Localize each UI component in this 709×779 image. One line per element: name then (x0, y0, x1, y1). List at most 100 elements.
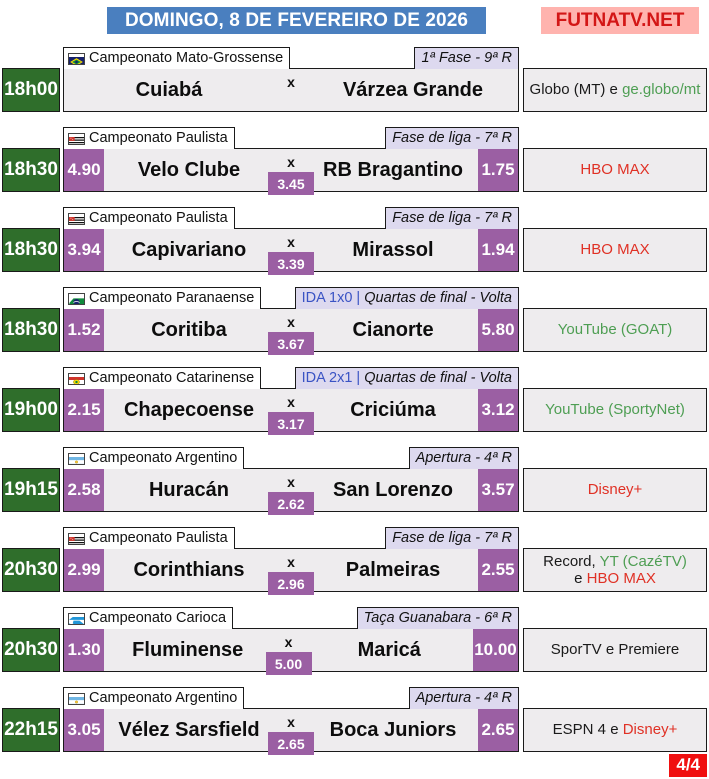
odds-home[interactable]: 4.90 (64, 149, 104, 191)
match-panel[interactable]: 2.15 Chapecoense x Criciúma 3.17 3.12 (63, 388, 519, 435)
odds-draw[interactable]: 2.62 (268, 492, 314, 515)
broadcast-part: Disney+ (622, 721, 678, 739)
broadcast-part: HBO MAX (580, 161, 650, 179)
odds-home[interactable]: 2.99 (64, 549, 104, 591)
competition-tab[interactable]: Campeonato Carioca (63, 607, 234, 629)
odds-draw[interactable]: 3.67 (268, 332, 314, 355)
match-panel[interactable]: 2.58 Huracán x San Lorenzo 2.62 3.57 (63, 468, 519, 515)
odds-home[interactable]: 3.05 (64, 709, 104, 751)
broadcast-text: Disney+ (588, 481, 643, 498)
competition-tab[interactable]: Campeonato Argentino (63, 687, 245, 709)
match-panel[interactable]: 4.90 Velo Clube x RB Bragantino 3.45 1.75 (63, 148, 519, 195)
broadcast-part: ge.globo/mt (622, 81, 701, 99)
kickoff-time-badge: 22h15 (2, 708, 60, 752)
match-row[interactable]: Campeonato Paulista Fase de liga - 7ª R 18… (0, 120, 709, 200)
broadcast-part: YouTube (SportyNet) (545, 401, 685, 419)
versus-mark: x (287, 154, 295, 170)
broadcast-channels[interactable]: YouTube (GOAT) (523, 308, 707, 352)
match-row[interactable]: Campeonato Paulista Fase de liga - 7ª R 20… (0, 520, 709, 600)
match-panel[interactable]: 1.30 Fluminense x Maricá 5.00 10.00 (63, 628, 519, 675)
match-panel[interactable]: 1.52 Coritiba x Cianorte 3.67 5.80 (63, 308, 519, 355)
odds-draw[interactable]: 3.45 (268, 172, 314, 195)
sao-paulo-flag (68, 532, 85, 545)
teams-container: Chapecoense x Criciúma 3.17 (104, 389, 478, 435)
home-team-name: Chapecoense (123, 398, 255, 421)
competition-name: Campeonato Paulista (89, 529, 228, 546)
versus-mark: x (287, 474, 295, 490)
competition-name: Campeonato Carioca (89, 609, 227, 626)
date-banner: DOMINGO, 8 DE FEVEREIRO DE 2026 (107, 7, 486, 34)
odds-draw[interactable]: 2.65 (268, 732, 314, 755)
stage-tab: IDA 2x1 | Quartas de final - Volta (294, 367, 519, 389)
odds-home[interactable]: 2.15 (64, 389, 104, 431)
stage-tab: IDA 1x0 | Quartas de final - Volta (294, 287, 519, 309)
match-list: Campeonato Mato-Grossense 1ª Fase - 9ª R 1… (0, 40, 709, 762)
kickoff-time-badge: 18h30 (2, 148, 60, 192)
match-panel[interactable]: 2.99 Corinthians x Palmeiras 2.96 2.55 (63, 548, 519, 595)
match-row[interactable]: Campeonato Argentino Apertura - 4ª R 22h15… (0, 680, 709, 762)
stage-label: Fase de liga - 7ª R (392, 129, 512, 146)
odds-draw[interactable]: 2.96 (268, 572, 314, 595)
competition-tab[interactable]: Campeonato Argentino (63, 447, 245, 469)
away-team-name: San Lorenzo (332, 478, 453, 501)
broadcast-channels[interactable]: SporTV e Premiere (523, 628, 707, 672)
kickoff-time-badge: 18h00 (2, 68, 60, 112)
odds-away[interactable]: 1.75 (478, 149, 518, 191)
stage-label: Apertura - 4ª R (415, 449, 512, 466)
odds-away[interactable]: 3.57 (478, 469, 518, 511)
competition-tab[interactable]: Campeonato Paulista (63, 207, 235, 229)
home-team-name: Capivariano (131, 238, 247, 261)
broadcast-channels[interactable]: ESPN 4 e Disney+ (523, 708, 707, 752)
odds-away[interactable]: 5.80 (478, 309, 518, 351)
competition-tab[interactable]: Campeonato Paranaense (63, 287, 262, 309)
match-panel[interactable]: 3.94 Capivariano x Mirassol 3.39 1.94 (63, 228, 519, 275)
away-team-name: Cianorte (352, 318, 434, 341)
mato-grosso-flag (68, 52, 85, 65)
teams-container: Capivariano x Mirassol 3.39 (104, 229, 478, 275)
match-row[interactable]: Campeonato Carioca Taça Guanabara - 6ª R 2… (0, 600, 709, 680)
match-panel[interactable]: Cuiabá x Várzea Grande (63, 68, 519, 112)
odds-home[interactable]: 2.58 (64, 469, 104, 511)
broadcast-channels[interactable]: HBO MAX (523, 228, 707, 272)
away-team-name: Palmeiras (345, 558, 441, 581)
broadcast-channels[interactable]: YouTube (SportyNet) (523, 388, 707, 432)
odds-away[interactable]: 10.00 (473, 629, 518, 671)
odds-away[interactable]: 2.65 (478, 709, 518, 751)
broadcast-channels[interactable]: Globo (MT) e ge.globo/mt (523, 68, 707, 112)
odds-draw[interactable]: 5.00 (265, 652, 312, 675)
odds-home[interactable]: 1.30 (64, 629, 104, 671)
home-team-name: Velo Clube (137, 158, 241, 181)
match-row[interactable]: Campeonato Catarinense IDA 2x1 | Quartas … (0, 360, 709, 440)
match-row[interactable]: Campeonato Paranaense IDA 1x0 | Quartas d… (0, 280, 709, 360)
stage-tab: Taça Guanabara - 6ª R (356, 607, 519, 629)
competition-tab[interactable]: Campeonato Mato-Grossense (63, 47, 291, 69)
odds-home[interactable]: 3.94 (64, 229, 104, 271)
competition-name: Campeonato Argentino (89, 689, 238, 706)
away-team-name: RB Bragantino (323, 158, 463, 181)
competition-tab[interactable]: Campeonato Paulista (63, 127, 235, 149)
match-panel[interactable]: 3.05 Vélez Sarsfield x Boca Juniors 2.65 2.65 (63, 708, 519, 755)
match-row[interactable]: Campeonato Argentino Apertura - 4ª R 19h15… (0, 440, 709, 520)
match-row[interactable]: Campeonato Mato-Grossense 1ª Fase - 9ª R 1… (0, 40, 709, 120)
stage-tab: Apertura - 4ª R (408, 687, 519, 709)
competition-tab[interactable]: Campeonato Paulista (63, 527, 235, 549)
broadcast-channels[interactable]: Record, YT (CazéTV) e HBO MAX (523, 548, 707, 592)
odds-draw[interactable]: 3.39 (268, 252, 314, 275)
odds-away[interactable]: 2.55 (478, 549, 518, 591)
broadcast-part: Record, (543, 552, 600, 570)
odds-home[interactable]: 1.52 (64, 309, 104, 351)
away-team-name: Mirassol (352, 238, 434, 261)
rio-de-janeiro-flag (68, 612, 85, 625)
odds-away[interactable]: 1.94 (478, 229, 518, 271)
odds-draw[interactable]: 3.17 (268, 412, 314, 435)
broadcast-channels[interactable]: Disney+ (523, 468, 707, 512)
broadcast-part: YT (CazéTV) (599, 552, 687, 570)
versus-mark: x (287, 234, 295, 250)
teams-container: Corinthians x Palmeiras 2.96 (104, 549, 478, 595)
home-team-name: Corinthians (133, 558, 245, 581)
broadcast-channels[interactable]: HBO MAX (523, 148, 707, 192)
odds-away[interactable]: 3.12 (478, 389, 518, 431)
match-row[interactable]: Campeonato Paulista Fase de liga - 7ª R 18… (0, 200, 709, 280)
competition-tab[interactable]: Campeonato Catarinense (63, 367, 262, 389)
away-team-name: Criciúma (350, 398, 436, 421)
